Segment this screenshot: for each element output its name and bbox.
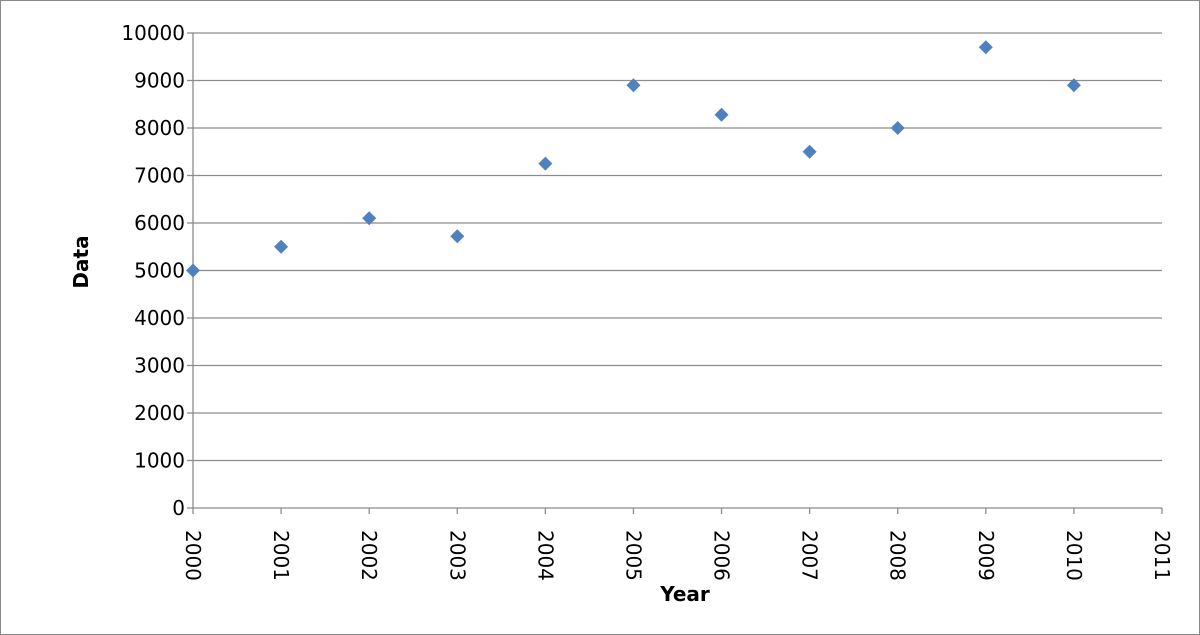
x-tick-label: 2009 xyxy=(974,530,998,581)
y-tick-label: 4000 xyxy=(134,306,185,330)
x-tick-label: 2007 xyxy=(798,530,822,581)
y-tick-label: 3000 xyxy=(134,354,185,378)
data-point xyxy=(802,144,817,159)
gridlines xyxy=(193,32,1162,509)
axes xyxy=(187,32,1163,514)
data-point xyxy=(362,211,377,226)
y-tick-labels: 0 1000 2000 3000 4000 5000 6000 7000 8000 9000 100… xyxy=(121,21,185,520)
x-tick-label: 2010 xyxy=(1062,530,1086,581)
data-points xyxy=(186,40,1081,278)
data-point xyxy=(450,229,465,244)
x-tick-label: 2008 xyxy=(886,530,910,581)
x-tick-label: 2011 xyxy=(1150,530,1174,581)
data-point xyxy=(890,121,905,135)
y-tick-label: 2000 xyxy=(134,401,185,425)
data-point xyxy=(274,239,289,254)
x-tick-label: 2000 xyxy=(181,530,205,581)
data-point xyxy=(714,107,729,122)
y-axis-title: Data xyxy=(69,235,93,288)
y-tick-label: 5000 xyxy=(134,259,185,283)
data-point xyxy=(186,263,200,278)
y-tick-label: 0 xyxy=(172,496,185,520)
data-point xyxy=(626,78,641,93)
x-tick-label: 2001 xyxy=(269,530,293,581)
y-tick-label: 9000 xyxy=(134,69,185,93)
x-tick-label: 2003 xyxy=(445,530,469,581)
data-point xyxy=(978,40,993,55)
x-tick-label: 2002 xyxy=(357,530,381,581)
x-tick-label: 2005 xyxy=(621,530,645,581)
x-tick-labels: 2000 2001 2002 2003 2004 2005 2006 2007 2008 2009… xyxy=(181,530,1174,581)
y-tick-label: 6000 xyxy=(134,211,185,235)
data-point xyxy=(538,156,553,171)
x-tick-label: 2004 xyxy=(533,530,557,581)
x-tick-label: 2006 xyxy=(710,530,734,581)
y-tick-label: 8000 xyxy=(134,116,185,140)
y-tick-label: 1000 xyxy=(134,449,185,473)
y-tick-label: 7000 xyxy=(134,164,185,188)
y-tick-label: 10000 xyxy=(121,21,185,45)
x-axis-title: Year xyxy=(659,582,710,606)
data-point xyxy=(1066,78,1081,93)
